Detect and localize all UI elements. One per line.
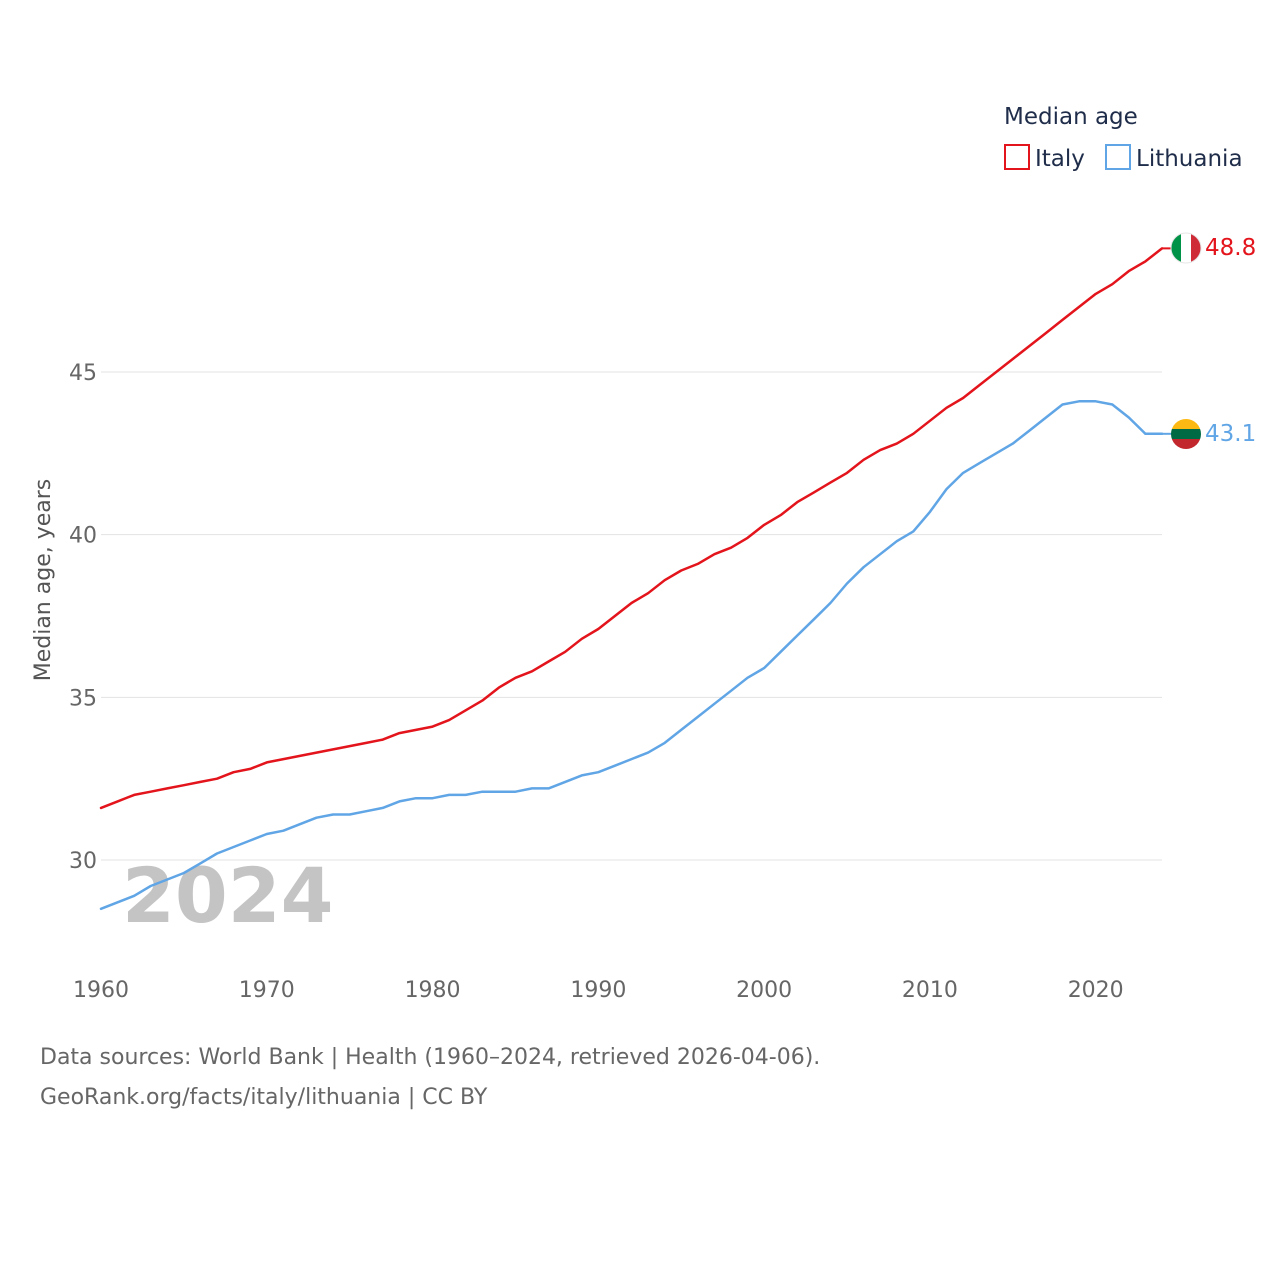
italy-flag-icon (1171, 233, 1201, 263)
credit-note[interactable]: GeoRank.org/facts/italy/lithuania | CC B… (40, 1085, 488, 1110)
series-line-italy[interactable] (99, 247, 1164, 810)
legend-swatch-lithuania (1105, 144, 1131, 170)
legend-title: Median age (1004, 104, 1138, 130)
x-tick-label-2010: 2010 (902, 978, 958, 1003)
data-source-note: Data sources: World Bank | Health (1960–… (40, 1045, 821, 1070)
series-line-lithuania[interactable] (99, 400, 1164, 911)
lithuania-flag-icon (1171, 419, 1201, 449)
x-tick-label-2020: 2020 (1068, 978, 1124, 1003)
legend-swatch-italy (1004, 144, 1030, 170)
series-lines (99, 247, 1172, 911)
x-tick-label-1980: 1980 (405, 978, 461, 1003)
legend-label-italy: Italy (1035, 146, 1085, 172)
italy-flag-outline (1170, 232, 1202, 264)
year-watermark: 2024 (122, 851, 334, 940)
x-tick-label-1960: 1960 (73, 978, 129, 1003)
y-tick-label-35: 35 (69, 686, 97, 711)
y-axis-label: Median age, years (31, 479, 56, 682)
median-age-chart: 30 35 40 45 1960 1970 1980 1990 2000 2010 2020 Me… (31, 104, 1256, 1003)
lithuania-end-label: 43.1 (1205, 421, 1256, 447)
y-tick-label-45: 45 (69, 361, 97, 386)
x-tick-label-2000: 2000 (736, 978, 792, 1003)
italy-end-label: 48.8 (1205, 235, 1256, 261)
legend-item-italy[interactable]: Italy (1004, 144, 1085, 172)
y-axis-ticks: 30 35 40 45 (69, 361, 97, 874)
legend-label-lithuania: Lithuania (1136, 146, 1243, 172)
x-tick-label-1990: 1990 (570, 978, 626, 1003)
legend: Median age Italy Lithuania (1004, 104, 1243, 172)
x-axis-ticks: 1960 1970 1980 1990 2000 2010 2020 (73, 978, 1124, 1003)
gridlines (101, 371, 1162, 861)
x-tick-label-1970: 1970 (239, 978, 295, 1003)
y-tick-label-30: 30 (69, 849, 97, 874)
legend-item-lithuania[interactable]: Lithuania (1105, 144, 1243, 172)
y-tick-label-40: 40 (69, 524, 97, 549)
